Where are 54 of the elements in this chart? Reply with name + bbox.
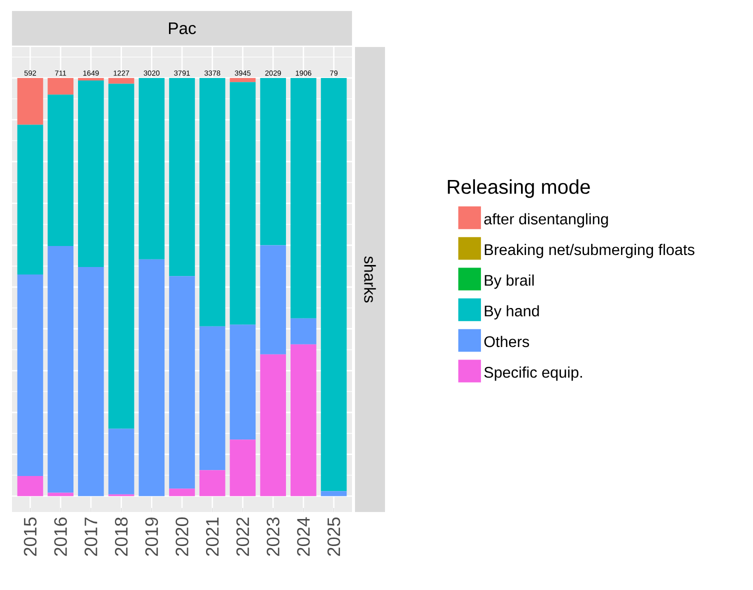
bar	[78, 78, 104, 80]
bar	[17, 476, 44, 496]
x-tick-label: 2020	[176, 517, 188, 556]
bar	[108, 78, 134, 84]
bar	[320, 491, 347, 496]
x-tick-label: 2023	[266, 518, 280, 556]
bar	[78, 266, 104, 496]
bar	[199, 470, 226, 496]
bar	[48, 246, 74, 493]
bar	[230, 440, 256, 496]
chart-title: Pac	[169, 22, 196, 34]
legend-title: Releasing mode	[448, 179, 590, 198]
bar	[290, 318, 316, 344]
bar	[78, 80, 104, 267]
x-tick-label: 2015	[24, 517, 37, 556]
legend-label: By hand	[484, 305, 539, 320]
x-tick-label: 2019	[145, 518, 158, 556]
bar	[108, 428, 134, 494]
bar	[260, 245, 286, 354]
bar	[230, 78, 256, 82]
x-tick-label: 2025	[327, 517, 340, 556]
text: sharks	[364, 256, 376, 302]
bar	[48, 492, 74, 496]
x-tick-label: 2016	[54, 518, 67, 556]
x-tick-label: 2017	[84, 518, 98, 556]
x-tick-label: 2024	[297, 517, 310, 556]
bar	[290, 78, 316, 318]
bar	[230, 324, 256, 440]
bar	[138, 259, 165, 496]
legend-label: after disentangling	[484, 213, 608, 228]
legend-label: Breaking net/submerging floats	[484, 244, 694, 258]
bar	[260, 78, 286, 246]
legend-label: Specific equip.	[484, 366, 582, 381]
bar	[48, 78, 74, 95]
bar	[199, 78, 226, 326]
bar	[138, 78, 165, 260]
x-tick-label: 2022	[236, 518, 250, 556]
bar	[17, 274, 44, 476]
bar	[230, 82, 256, 325]
legend-label: By brail	[484, 274, 534, 289]
bar	[199, 326, 226, 470]
bar	[17, 78, 44, 125]
bar	[290, 344, 316, 496]
x-tick-label: 2018	[114, 518, 128, 556]
bar	[108, 84, 134, 429]
bar	[48, 94, 74, 246]
x-tick-label: 2021	[206, 518, 219, 556]
bar	[320, 78, 347, 492]
legend-label: Others	[484, 336, 530, 348]
bar	[169, 488, 195, 496]
bar	[17, 124, 44, 274]
bar	[169, 78, 195, 276]
bar	[260, 354, 286, 496]
bar	[169, 276, 195, 489]
